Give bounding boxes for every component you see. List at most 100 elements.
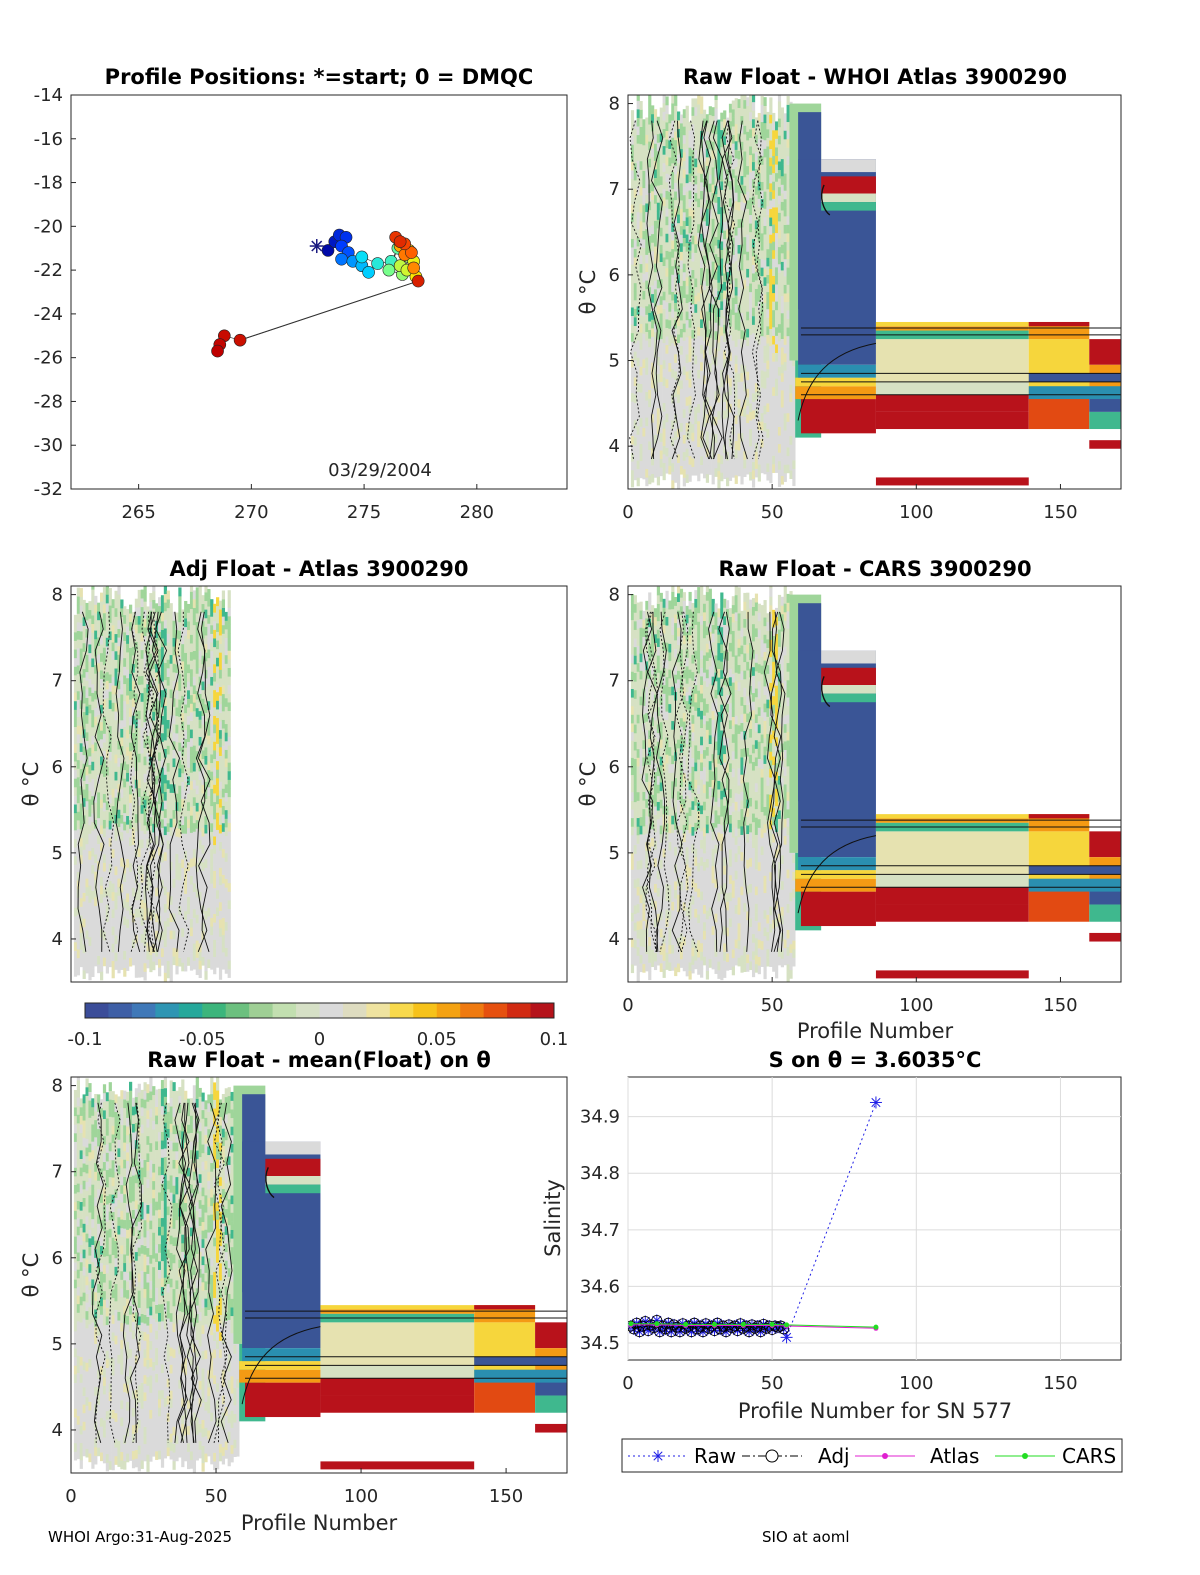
heat-cell: [777, 152, 782, 162]
heat-cell: [639, 195, 643, 205]
heat-cell: [216, 881, 220, 891]
heat-cell: [682, 212, 686, 221]
heat-cell: [94, 888, 98, 898]
heat-cell: [668, 191, 672, 201]
heat-cell: [201, 844, 205, 854]
heat-cell: [163, 946, 168, 956]
heat-cell: [639, 280, 643, 290]
heat-cell: [146, 632, 150, 642]
heat-cell: [163, 895, 168, 904]
heat-cell: [772, 147, 776, 157]
heat-cell: [645, 186, 649, 195]
heat-cell: [192, 883, 197, 893]
heat-cell: [740, 441, 744, 451]
heat-cell: [633, 257, 637, 267]
heat-cell: [85, 714, 89, 724]
heat-cell: [189, 935, 194, 945]
heat-cell: [88, 764, 92, 774]
heat-cell: [155, 801, 159, 811]
heat-cell: [172, 689, 176, 699]
heat-cell: [783, 258, 787, 268]
heat-cell: [166, 616, 170, 626]
heat-cell: [772, 412, 776, 422]
heat-cell: [780, 450, 784, 459]
heat-cell: [642, 324, 646, 334]
heat-cell: [702, 143, 707, 153]
heat-cell: [111, 857, 115, 867]
heat-cell: [192, 960, 197, 970]
heat-cell: [82, 642, 86, 652]
heat-cell: [679, 414, 684, 424]
heat-cell: [702, 469, 707, 479]
heat-cell: [195, 811, 199, 821]
heat-cell: [134, 633, 139, 643]
heat-cell: [120, 754, 124, 764]
heat-cell: [137, 787, 141, 797]
heat-cell: [189, 720, 194, 730]
heat-cell: [682, 451, 686, 461]
heat-cell: [688, 361, 692, 371]
heat-cell: [714, 339, 718, 349]
y-tick-label: -18: [34, 173, 63, 194]
heat-cell: [677, 411, 681, 421]
heat-cell: [766, 463, 770, 472]
heat-cell: [714, 425, 718, 435]
heat-cell: [204, 764, 208, 774]
heat-block: [1028, 394, 1090, 430]
heat-cell: [636, 417, 640, 427]
heat-cell: [195, 673, 199, 683]
heat-cell: [714, 450, 718, 460]
heat-cell: [82, 729, 86, 738]
heat-cell: [166, 857, 170, 867]
heat-cell: [677, 171, 681, 181]
heat-cell: [737, 278, 741, 288]
heat-cell: [642, 282, 646, 291]
heat-cell: [674, 431, 678, 440]
heat-cell: [662, 128, 666, 138]
heat-cell: [786, 198, 790, 208]
raw-atlas-title: Raw Float - WHOI Atlas 3900290: [683, 65, 1067, 89]
heat-cell: [108, 837, 112, 847]
heat-cell: [714, 330, 718, 340]
heat-block: [1089, 339, 1121, 365]
heat-cell: [688, 275, 692, 285]
heat-cell: [143, 945, 147, 955]
heat-cell: [94, 948, 98, 958]
heat-cell: [163, 817, 168, 827]
heat-cell: [218, 747, 223, 756]
heat-cell: [97, 800, 101, 810]
heat-cell: [786, 438, 790, 448]
heat-cell: [728, 377, 733, 387]
heat-cell: [134, 943, 139, 952]
heat-cell: [184, 730, 188, 740]
heat-cell: [679, 217, 684, 227]
heat-cell: [682, 383, 686, 393]
heat-cell: [140, 675, 144, 685]
heat-cell: [85, 964, 89, 974]
heat-cell: [786, 344, 790, 354]
heat-cell: [117, 955, 121, 965]
heat-cell: [181, 755, 185, 765]
heat-cell: [189, 780, 194, 790]
heat-cell: [169, 628, 173, 638]
heat-cell: [184, 850, 188, 860]
heat-cell: [726, 323, 730, 333]
heat-cell: [152, 952, 156, 962]
heat-cell: [656, 348, 661, 357]
heat-cell: [668, 431, 672, 441]
heat-cell: [146, 899, 150, 909]
heat-cell: [734, 252, 738, 262]
heat-cell: [691, 466, 695, 476]
heat-cell: [645, 340, 649, 350]
heat-cell: [146, 847, 150, 857]
heat-cell: [195, 957, 199, 967]
heat-cell: [123, 838, 127, 848]
heat-cell: [184, 626, 188, 636]
heat-cell: [775, 344, 779, 354]
heat-cell: [780, 150, 784, 160]
heat-cell: [708, 260, 712, 270]
heat-cell: [717, 205, 721, 215]
heat-cell: [720, 438, 724, 447]
heat-cell: [97, 938, 101, 948]
heat-cell: [91, 701, 95, 711]
